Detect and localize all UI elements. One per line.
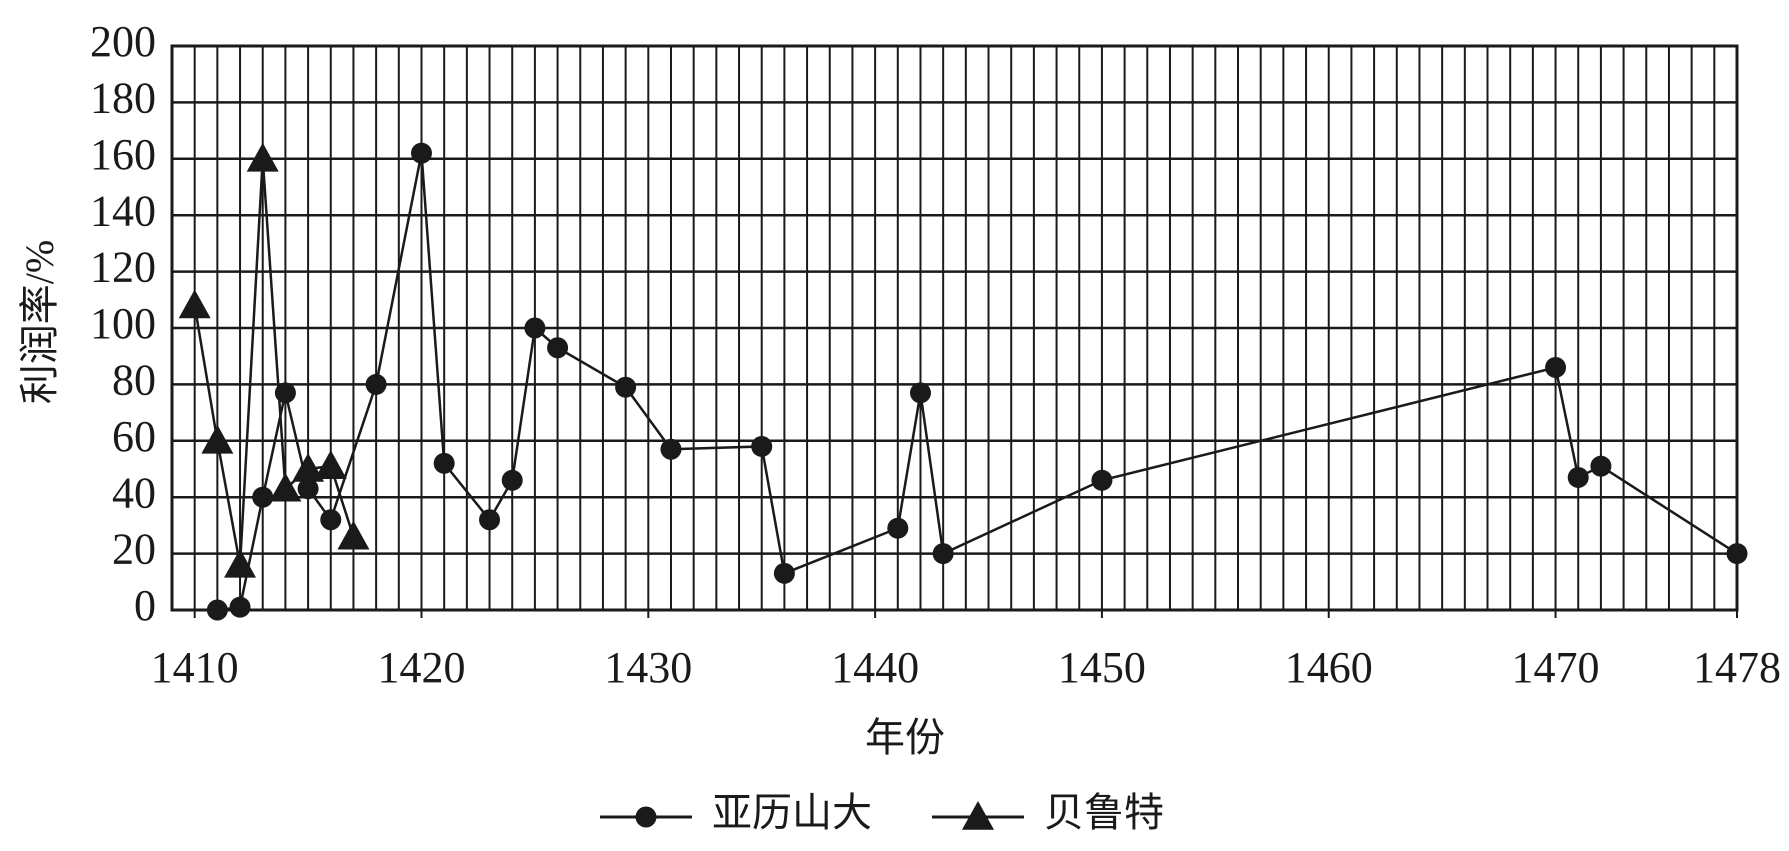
circle-marker: [206, 599, 228, 621]
circle-marker: [1545, 356, 1567, 378]
circle-marker: [547, 337, 569, 359]
triangle-marker: [314, 450, 347, 479]
circle-marker: [524, 317, 546, 339]
triangle-marker: [201, 424, 234, 454]
legend-label: 贝鲁特: [1044, 790, 1164, 835]
circle-marker: [479, 509, 501, 531]
circle-marker: [501, 469, 523, 491]
x-tick-label: 1478: [1693, 643, 1781, 692]
circle-marker: [773, 562, 795, 584]
triangle-marker: [224, 548, 257, 578]
y-tick-label: 120: [90, 243, 156, 292]
circle-marker: [252, 486, 274, 508]
circle-marker: [887, 517, 909, 539]
triangle-marker: [178, 289, 211, 319]
circle-marker: [1567, 466, 1589, 488]
y-tick-label: 80: [112, 355, 156, 404]
triangle-marker: [337, 520, 370, 550]
circle-marker: [615, 376, 637, 398]
circle-marker: [1726, 543, 1748, 565]
y-tick-label: 140: [90, 186, 156, 235]
circle-marker: [909, 382, 931, 404]
circle-marker: [1590, 455, 1612, 477]
circle-marker: [751, 435, 773, 457]
circle-marker: [297, 478, 319, 500]
legend-marker: [635, 806, 657, 828]
circle-marker: [365, 373, 387, 395]
x-axis-title: 年份: [865, 715, 945, 760]
legend-item: 亚历山大: [600, 790, 872, 835]
series-line: [217, 152, 1738, 612]
triangle-marker: [269, 472, 302, 502]
circle-marker: [410, 142, 432, 164]
y-tick-label: 200: [90, 17, 156, 66]
y-tick-label: 40: [112, 468, 156, 517]
grid: [171, 44, 1738, 612]
y-tick-label: 60: [112, 412, 156, 461]
x-tick-label: 1450: [1058, 643, 1146, 692]
legend-item: 贝鲁特: [932, 790, 1164, 835]
y-tick-label: 100: [90, 299, 156, 348]
x-tick-label: 1410: [151, 643, 239, 692]
y-tick-label: 160: [90, 130, 156, 179]
x-tick-label: 1420: [377, 643, 465, 692]
legend-label: 亚历山大: [712, 790, 872, 835]
circle-marker: [320, 509, 342, 531]
circle-marker: [433, 452, 455, 474]
x-tick-label: 1460: [1285, 643, 1373, 692]
series-line: [193, 158, 355, 566]
x-tick-label: 1440: [831, 643, 919, 692]
y-tick-label: 20: [112, 525, 156, 574]
circle-marker: [1091, 469, 1113, 491]
triangle-marker: [246, 142, 279, 172]
triangle-marker: [292, 453, 325, 482]
circle-marker: [932, 543, 954, 565]
y-tick-label: 0: [134, 581, 156, 630]
y-axis-title: 利润率/%: [17, 240, 62, 404]
y-tick-label: 180: [90, 73, 156, 122]
x-tick-label: 1470: [1512, 643, 1600, 692]
plot-frame: [170, 44, 1739, 612]
legend-marker: [962, 801, 994, 830]
circle-marker: [660, 438, 682, 460]
x-tick-label: 1430: [604, 643, 692, 692]
circle-marker: [229, 596, 251, 618]
